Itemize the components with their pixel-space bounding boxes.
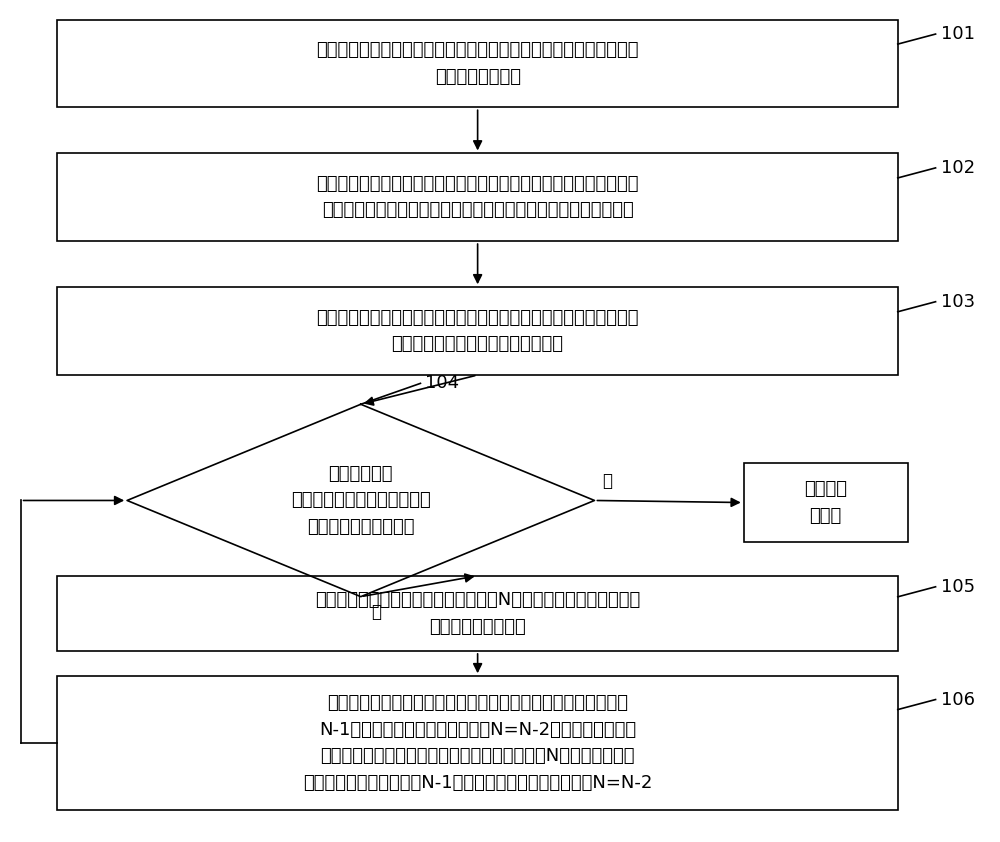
Text: 获取目标台区中所有负载的历史用电信息，并根据历史用电信息计算
目标台区中各支线在预置时间段内的平均线损量及负载平均用电量: 获取目标台区中所有负载的历史用电信息，并根据历史用电信息计算 目标台区中各支线在… xyxy=(316,175,639,220)
Text: 101: 101 xyxy=(941,25,975,43)
Text: 104: 104 xyxy=(425,375,460,392)
Bar xyxy=(57,19,898,107)
Text: 103: 103 xyxy=(941,293,975,311)
Text: 105: 105 xyxy=(941,578,975,596)
Text: 基于预置优先级生成规则，根据平均线损量和负载平均用电量以及标
签，生成换相开关的动作优先级矩阵: 基于预置优先级生成规则，根据平均线损量和负载平均用电量以及标 签，生成换相开关的… xyxy=(316,309,639,354)
Text: 基于动作优先级矩阵，对优先级顺序为N的换相开关发送动作信号后
，计算三相不平衡度: 基于动作优先级矩阵，对优先级顺序为N的换相开关发送动作信号后 ，计算三相不平衡度 xyxy=(315,591,640,636)
Bar xyxy=(744,463,908,542)
Bar xyxy=(57,153,898,241)
Text: 是: 是 xyxy=(602,472,612,489)
Text: 106: 106 xyxy=(941,690,975,708)
Text: 根据目标台区的线路拓扑对台区各支路和各负载进行命名，得到所有
支线和负载的标签: 根据目标台区的线路拓扑对台区各支路和各负载进行命名，得到所有 支线和负载的标签 xyxy=(316,41,639,86)
Bar xyxy=(57,576,898,651)
Bar xyxy=(57,676,898,810)
Text: 判断目标台区
变压器的出口处三相不平衡度
是否符合预置标准区间: 判断目标台区 变压器的出口处三相不平衡度 是否符合预置标准区间 xyxy=(291,465,431,536)
Text: 否: 否 xyxy=(371,604,381,621)
Text: 不发送动
作信号: 不发送动 作信号 xyxy=(804,480,847,525)
Text: 当三相不平衡度不符合预置标准区间且变小，则对优先级顺序为
N-1的换相开关发送动作信号并令N=N-2；当三相不平衡度
不符合预置标准区间且变大，则对优先级顺序为: 当三相不平衡度不符合预置标准区间且变小，则对优先级顺序为 N-1的换相开关发送动… xyxy=(303,695,652,791)
Text: 102: 102 xyxy=(941,159,975,177)
Bar xyxy=(57,287,898,375)
